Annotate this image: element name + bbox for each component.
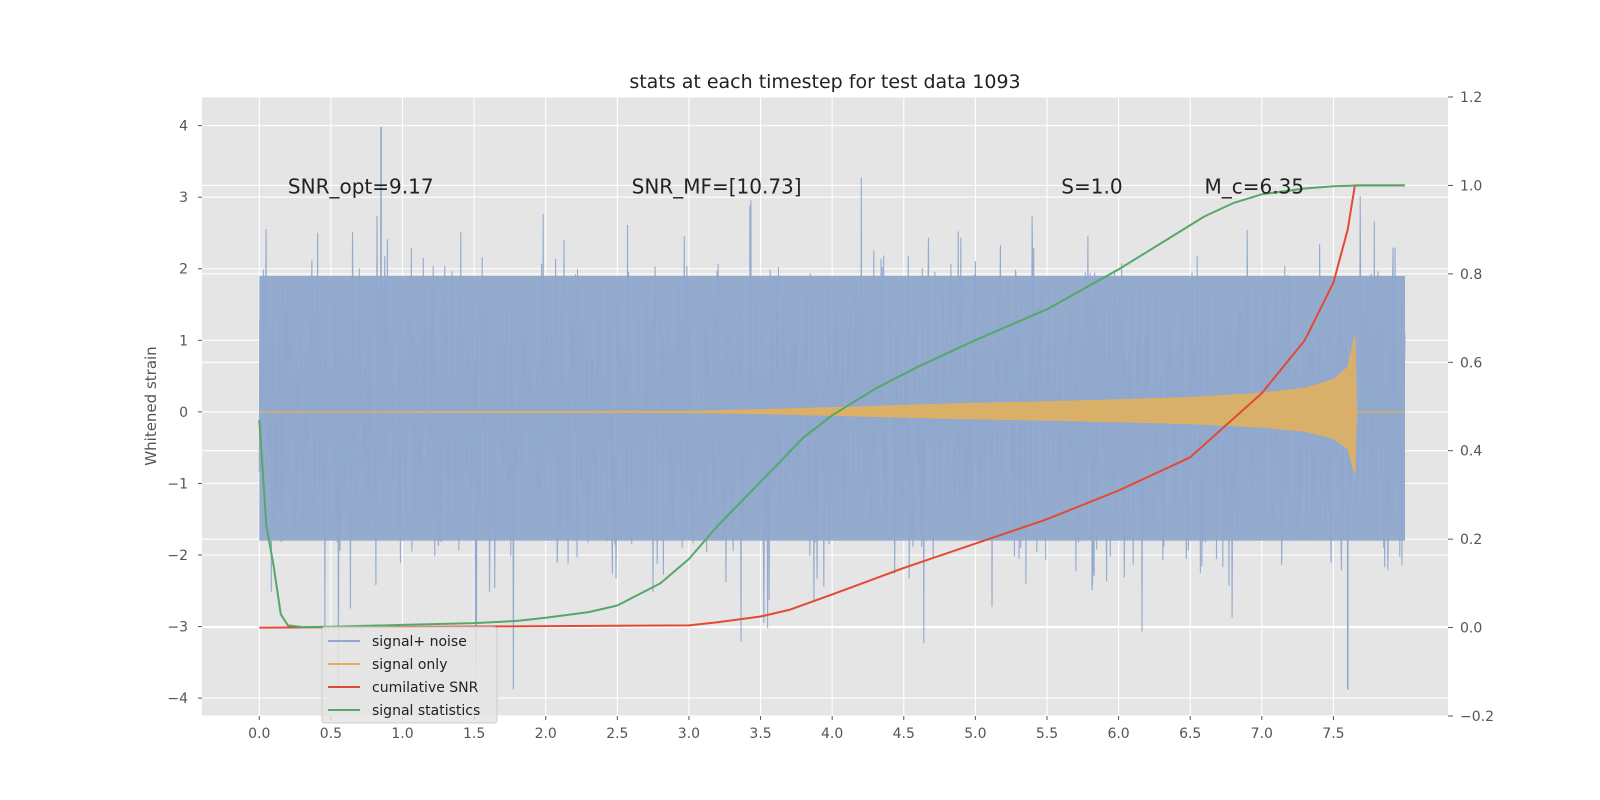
y2-tick-label: 0.4 bbox=[1460, 444, 1482, 460]
x-tick-label: 4.0 bbox=[821, 726, 843, 742]
x-tick-label: 6.0 bbox=[1107, 726, 1129, 742]
y-axis-title: Whitened strain bbox=[142, 346, 160, 465]
x-tick-label: 5.0 bbox=[964, 726, 986, 742]
x-tick-label: 3.5 bbox=[749, 726, 771, 742]
y-tick-label: 1 bbox=[179, 333, 188, 349]
y2-tick-label: −0.2 bbox=[1460, 709, 1494, 725]
x-tick-label: 7.0 bbox=[1251, 726, 1273, 742]
y-tick-label: 3 bbox=[179, 190, 188, 206]
x-tick-label: 2.5 bbox=[606, 726, 628, 742]
y-tick-label: 2 bbox=[179, 262, 188, 278]
y2-tick-label: 1.2 bbox=[1460, 90, 1482, 106]
y-tick-label: 0 bbox=[179, 405, 188, 421]
x-axis: 0.0 0.5 1.0 1.5 2.0 2.5 3.0 3.5 4.0 4.5 5.0 5.5 6.0 6… bbox=[248, 716, 1345, 742]
annotations: SNR_opt=9.17 SNR_MF=[10.73] S=1.0 M_c=6.35 bbox=[288, 174, 1304, 198]
y2-tick-label: 0.6 bbox=[1460, 355, 1482, 371]
y-tick-label: −2 bbox=[167, 548, 188, 564]
series-line-signal-statistics bbox=[258, 184, 1405, 629]
legend: signal+ noise signal only cumilative SNR si… bbox=[321, 626, 498, 724]
x-tick-label: 5.5 bbox=[1036, 726, 1058, 742]
legend-label: signal statistics bbox=[372, 703, 480, 719]
y2-tick-label: 0.8 bbox=[1460, 267, 1482, 283]
legend-label: signal only bbox=[372, 657, 447, 673]
chart-title: stats at each timestep for test data 109… bbox=[629, 71, 1020, 93]
legend-label: signal+ noise bbox=[372, 634, 467, 650]
y-tick-label: −1 bbox=[167, 476, 188, 492]
series-curves bbox=[258, 184, 1405, 629]
y-tick-label: −4 bbox=[167, 691, 188, 707]
x-tick-label: 7.5 bbox=[1322, 726, 1344, 742]
y-axis-right: −0.2 0.0 0.2 0.4 0.6 0.8 1.0 1.2 bbox=[1448, 90, 1494, 725]
series-line-cumilative-snr bbox=[259, 184, 1405, 629]
x-tick-label: 6.5 bbox=[1179, 726, 1201, 742]
series-signal-only bbox=[259, 336, 1406, 474]
x-tick-label: 1.0 bbox=[391, 726, 413, 742]
y2-tick-label: 0.0 bbox=[1460, 621, 1482, 637]
y-tick-label: −3 bbox=[167, 620, 188, 636]
y2-tick-label: 1.0 bbox=[1460, 178, 1482, 194]
x-tick-label: 3.0 bbox=[678, 726, 700, 742]
y-tick-label: 4 bbox=[179, 119, 188, 135]
annotation-3: M_c=6.35 bbox=[1205, 174, 1305, 198]
annotation-2: S=1.0 bbox=[1061, 174, 1122, 198]
legend-box bbox=[321, 626, 498, 724]
x-tick-label: 0.0 bbox=[248, 726, 270, 742]
annotation-1: SNR_MF=[10.73] bbox=[632, 174, 802, 198]
legend-label: cumilative SNR bbox=[372, 680, 479, 696]
y2-tick-label: 0.2 bbox=[1460, 532, 1482, 548]
x-tick-label: 0.5 bbox=[320, 726, 342, 742]
x-tick-label: 2.0 bbox=[535, 726, 557, 742]
annotation-0: SNR_opt=9.17 bbox=[288, 174, 434, 198]
y-axis-left: −4 −3 −2 −1 0 1 2 3 4 bbox=[167, 119, 202, 707]
x-tick-label: 1.5 bbox=[463, 726, 485, 742]
x-tick-label: 4.5 bbox=[893, 726, 915, 742]
